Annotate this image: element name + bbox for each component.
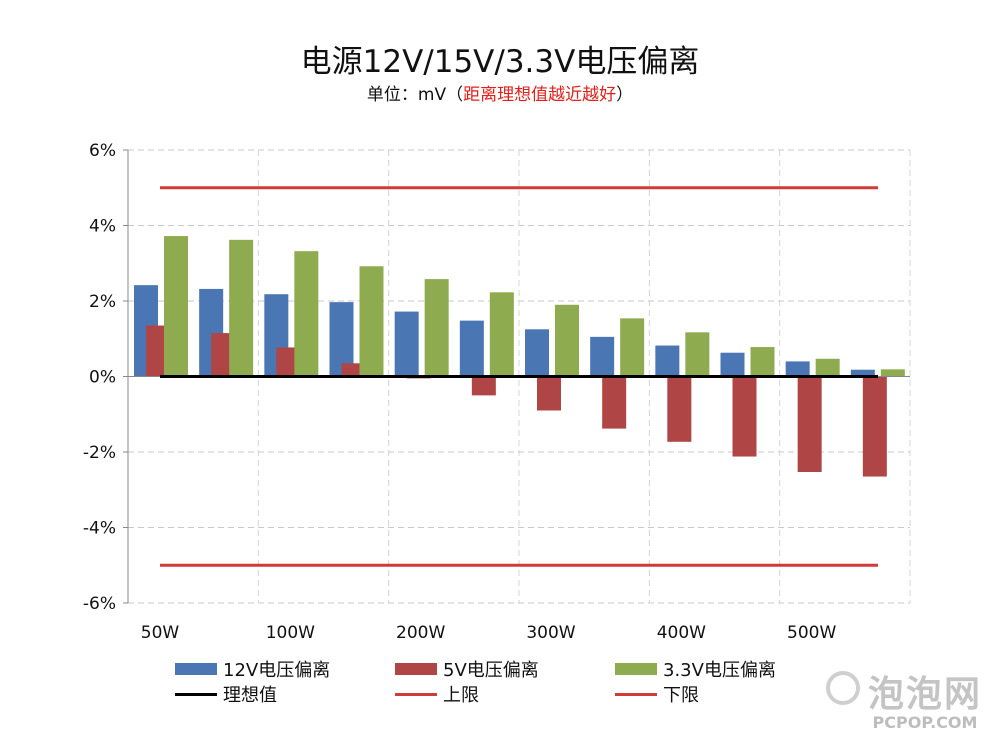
bar-3v3: [555, 304, 579, 377]
y-tick-label: -6%: [83, 594, 116, 614]
bar-3v3: [294, 251, 319, 377]
y-tick-label: 0%: [89, 368, 116, 388]
x-tick-label: 300W: [526, 623, 575, 643]
legend-item-12v: 12V电压偏离: [175, 656, 330, 682]
watermark-cn: 泡泡网: [867, 674, 982, 715]
bar-5v: [537, 376, 561, 411]
legend-item-3v3: 3.3V电压偏离: [615, 656, 776, 682]
legend-label-ideal: 理想值: [223, 685, 277, 706]
watermark-en: PCPOP.COM: [872, 713, 978, 732]
legend-item-ideal: 理想值: [175, 681, 277, 707]
bar-5v: [732, 376, 757, 457]
bar-5v: [602, 376, 627, 429]
y-tick-label: -4%: [83, 519, 116, 539]
bar-12v: [394, 311, 419, 377]
legend-label-lower: 下限: [663, 685, 699, 706]
legend-label-3v3: 3.3V电压偏离: [663, 660, 776, 681]
subtitle-note: 距离理想值越近越好: [463, 85, 617, 105]
bar-5v: [862, 376, 887, 477]
bar-3v3: [620, 318, 645, 377]
legend: 12V电压偏离 5V电压偏离 3.3V电压偏离 理想值 上限 下限: [0, 652, 1000, 712]
legend-label-12v: 12V电压偏离: [223, 660, 331, 681]
bar-12v: [459, 320, 484, 377]
bar-3v3: [880, 369, 905, 377]
bar-12v: [655, 345, 680, 377]
x-tick-label: 400W: [657, 623, 706, 643]
legend-label-upper: 上限: [443, 685, 479, 706]
bar-3v3: [424, 279, 449, 377]
chart-subtitle: 单位：mV（距离理想值越近越好）: [0, 80, 1000, 105]
legend-swatch-12v: [175, 663, 217, 675]
subtitle-close: ）: [616, 85, 634, 105]
legend-line-lower: [615, 692, 657, 696]
bar-5v: [667, 376, 692, 442]
x-tick-label: 50W: [141, 623, 180, 643]
chart-title: 电源12V/15V/3.3V电压偏离: [300, 44, 700, 80]
bar-3v3: [685, 332, 710, 377]
legend-line-upper: [395, 692, 437, 696]
bar-3v3: [359, 266, 384, 377]
x-tick-label: 100W: [266, 623, 315, 643]
legend-swatch-5v: [395, 663, 437, 675]
legend-label-5v: 5V电压偏离: [443, 660, 539, 681]
x-tick-label: 500W: [787, 623, 836, 643]
x-tick-label: 200W: [396, 623, 445, 643]
bar-5v: [797, 376, 822, 473]
legend-item-5v: 5V电压偏离: [395, 656, 539, 682]
bar-3v3: [229, 239, 254, 377]
bar-3v3: [489, 292, 514, 377]
y-tick-label: 2%: [89, 292, 116, 312]
bar-12v: [850, 369, 875, 377]
bar-5v: [471, 376, 496, 396]
legend-swatch-3v3: [615, 663, 657, 675]
y-tick-label: 4%: [89, 217, 116, 237]
bar-12v: [525, 329, 549, 377]
legend-line-ideal: [175, 692, 217, 696]
watermark: 泡泡网 PCPOP.COM: [825, 665, 982, 732]
bar-3v3: [750, 347, 775, 377]
bar-12v: [720, 352, 745, 377]
bar-3v3: [164, 236, 188, 377]
y-tick-label: -2%: [83, 443, 116, 463]
legend-item-lower: 下限: [615, 681, 699, 707]
y-tick-label: 6%: [89, 141, 116, 161]
subtitle-unit: 单位：mV（: [366, 85, 464, 105]
bar-3v3: [815, 358, 840, 377]
legend-item-upper: 上限: [395, 681, 479, 707]
watermark-logo-icon: [825, 671, 860, 705]
bar-12v: [590, 336, 615, 377]
bar-12v: [785, 361, 810, 377]
